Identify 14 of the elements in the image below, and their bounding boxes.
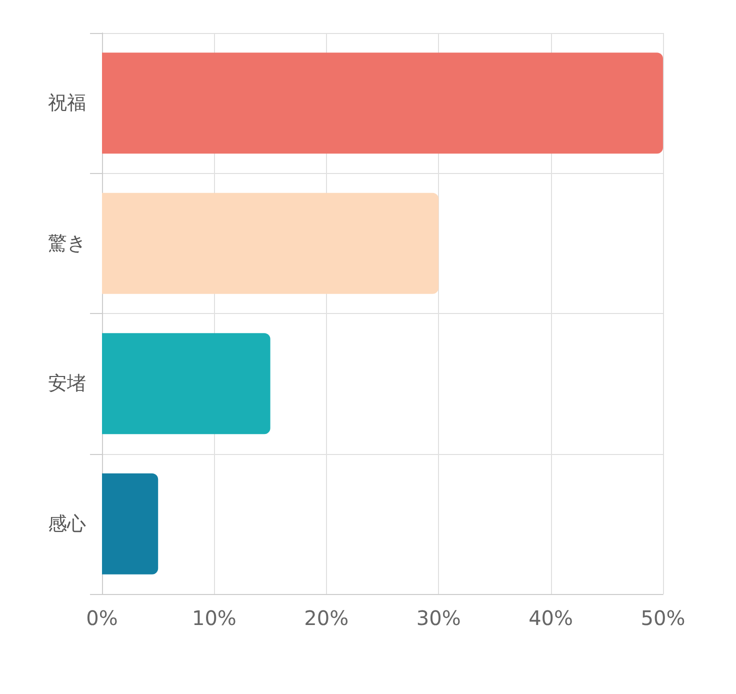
x-tick-label: 0%: [86, 606, 118, 630]
bar: [102, 473, 158, 574]
bar: [102, 333, 270, 434]
bar: [102, 192, 439, 294]
y-tick-label: 感心: [48, 512, 86, 535]
bar: [102, 52, 663, 154]
x-tick-label: 40%: [528, 606, 574, 630]
x-tick-label: 10%: [192, 606, 236, 630]
y-tick-label: 安堵: [48, 372, 86, 395]
x-tick-label: 50%: [640, 606, 686, 630]
y-tick-label: 祝福: [48, 92, 86, 114]
x-tick-label: 30%: [416, 606, 461, 630]
x-tick-label: 20%: [304, 606, 349, 630]
y-tick-label: 驚き: [48, 232, 86, 254]
